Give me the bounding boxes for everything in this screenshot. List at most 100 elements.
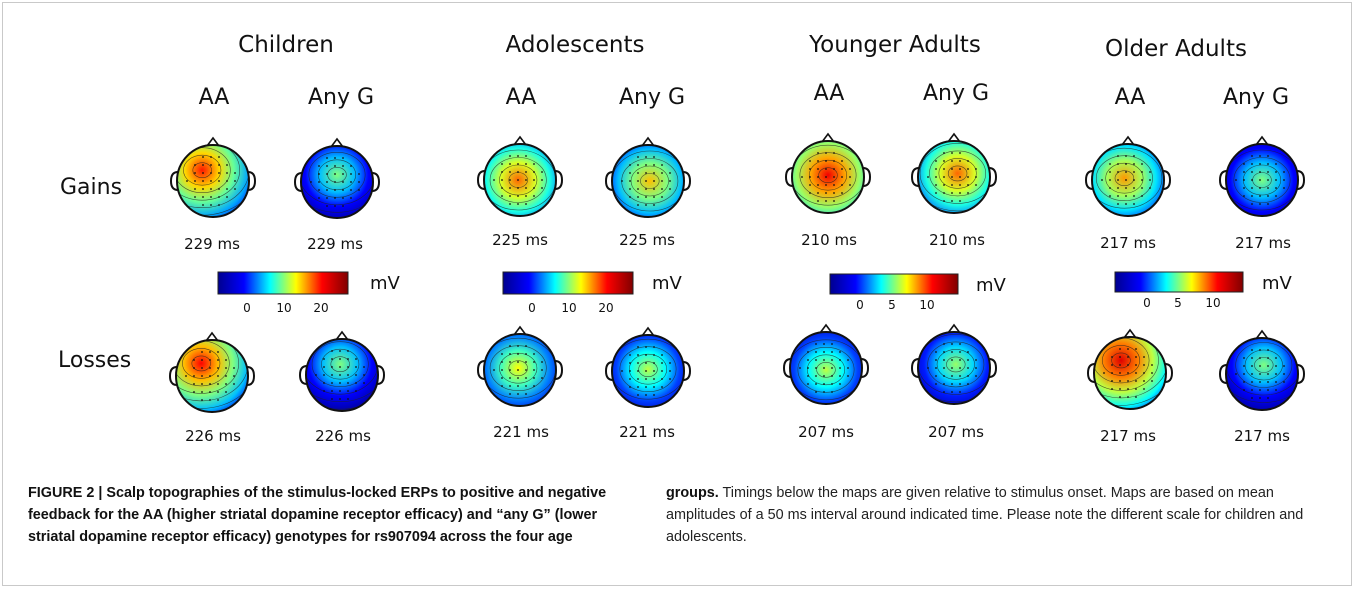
ear-outline — [1084, 170, 1094, 190]
electrode-dots — [310, 157, 360, 207]
nose-outline — [947, 132, 961, 143]
ear-outline — [782, 358, 792, 378]
colorbar-tick: 10 — [276, 301, 291, 315]
scalp-map — [476, 325, 564, 407]
genotype-label-any-g: Any G — [1223, 85, 1289, 110]
contour-lines — [176, 340, 248, 409]
caption-text: Timings below the maps are given relativ… — [666, 485, 1304, 545]
scalp-surface — [612, 145, 684, 217]
caption-label-end: groups. — [666, 485, 719, 501]
contour-lines — [918, 141, 990, 213]
ear-outline — [168, 366, 178, 386]
group-title-children: Children — [238, 32, 334, 58]
scalp-map — [782, 323, 870, 405]
latency-label: 210 ms — [801, 231, 857, 249]
nose-outline — [641, 326, 655, 337]
ear-outline — [860, 358, 870, 378]
scalp-map — [604, 326, 692, 408]
colorbar-unit: mV — [976, 275, 1007, 296]
scalp-map — [1084, 135, 1172, 217]
head-outline — [1225, 337, 1299, 411]
ear-outline — [371, 172, 381, 192]
scalp-map — [1218, 329, 1306, 411]
latency-label: 226 ms — [185, 427, 241, 445]
head-outline — [789, 331, 863, 405]
ear-outline — [293, 172, 303, 192]
colorbar-tick: 0 — [1143, 296, 1151, 310]
scalp-surface — [484, 144, 556, 216]
colorbar-tick: 0 — [528, 301, 536, 315]
nose-outline — [641, 136, 655, 147]
latency-label: 229 ms — [184, 235, 240, 253]
colorbar-tick: 10 — [919, 298, 934, 312]
ear-outline — [862, 167, 872, 187]
electrode-dots — [1103, 348, 1153, 398]
electrode-dots — [799, 343, 849, 393]
latency-label: 217 ms — [1100, 234, 1156, 252]
ear-outline — [554, 360, 564, 380]
colorbar-unit: mV — [370, 273, 401, 294]
colorbar-unit: mV — [1262, 273, 1293, 294]
scalp-surface — [790, 332, 862, 404]
nose-outline — [1255, 329, 1269, 340]
nose-outline — [513, 325, 527, 336]
scalp-map — [1086, 328, 1174, 410]
scalp-surface — [918, 332, 990, 404]
nose-outline — [819, 323, 833, 334]
colorbar-younger-adults: 0 5 10 mV — [829, 273, 1007, 312]
head-outline — [917, 331, 991, 405]
colorbar-unit: mV — [652, 273, 683, 294]
latency-label: 217 ms — [1235, 234, 1291, 252]
colorbar-children: 0 10 20 mV — [217, 271, 401, 315]
latency-label: 217 ms — [1100, 427, 1156, 445]
ear-outline — [1162, 170, 1172, 190]
ear-outline — [910, 358, 920, 378]
scalp-surface — [792, 141, 864, 213]
row-label-losses: Losses — [58, 348, 131, 373]
row-label-gains: Gains — [60, 175, 122, 200]
ear-outline — [682, 171, 692, 191]
caption-column-left: FIGURE 2 | Scalp topographies of the sti… — [28, 482, 613, 548]
colorbar-tick: 0 — [856, 298, 864, 312]
head-outline — [176, 144, 250, 218]
electrode-dots — [621, 156, 671, 206]
topography-figure: Gains Losses Children AA Any G Adolescen… — [58, 32, 1306, 445]
colorbar-tick: 20 — [598, 301, 613, 315]
genotype-label-aa: AA — [199, 85, 230, 110]
latency-label: 207 ms — [798, 423, 854, 441]
nose-outline — [1123, 328, 1137, 339]
colorbar-tick: 20 — [313, 301, 328, 315]
latency-label: 207 ms — [928, 423, 984, 441]
electrode-dots — [493, 345, 543, 395]
nose-outline — [821, 132, 835, 143]
scalp-map — [604, 136, 692, 218]
latency-label: 229 ms — [307, 235, 363, 253]
electrode-dots — [927, 343, 977, 393]
latency-label: 221 ms — [493, 423, 549, 441]
scalp-map — [476, 135, 564, 217]
colorbar-tick: 10 — [561, 301, 576, 315]
electrode-dots — [1235, 349, 1285, 399]
genotype-label-any-g: Any G — [923, 81, 989, 106]
colorbar-adolescents: 0 10 20 mV — [502, 271, 683, 315]
group-title-younger-adults: Younger Adults — [808, 32, 981, 58]
electrode-dots — [801, 152, 851, 202]
genotype-label-aa: AA — [506, 85, 537, 110]
latency-label: 226 ms — [315, 427, 371, 445]
ear-outline — [1218, 170, 1228, 190]
latency-label: 210 ms — [929, 231, 985, 249]
head-outline — [1225, 143, 1299, 217]
head-outline — [483, 333, 557, 407]
electrode-dots — [927, 152, 977, 202]
contour-lines — [301, 146, 373, 218]
ear-outline — [376, 365, 386, 385]
ear-outline — [1296, 364, 1306, 384]
ear-outline — [604, 171, 614, 191]
ear-outline — [784, 167, 794, 187]
scalp-map — [1218, 135, 1306, 217]
caption-column-right: groups. Timings below the maps are given… — [666, 482, 1326, 548]
head-outline — [917, 140, 991, 214]
nose-outline — [947, 323, 961, 334]
latency-label: 225 ms — [492, 231, 548, 249]
